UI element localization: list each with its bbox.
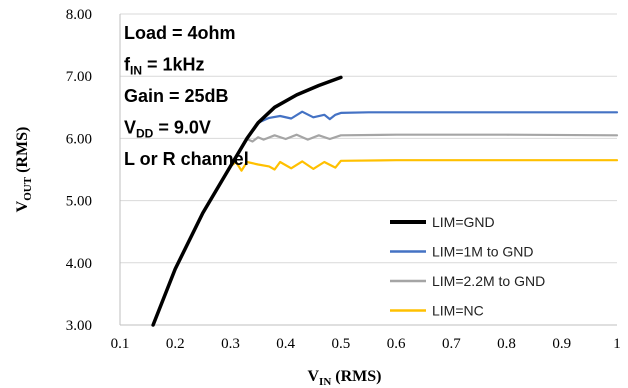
x-tick-label: 0.9 [552,336,571,352]
x-axis-label: VIN (RMS) [307,368,381,388]
x-tick-label: 0.5 [332,336,351,352]
legend: LIM=GND LIM=1M to GND LIM=2.2M to GND LIM=N… [390,214,545,319]
x-tick-label: 0.4 [276,336,295,352]
series-line [152,110,619,327]
annotation-line: L or R channel [124,149,249,169]
annotation-line: VDD = 9.0V [124,118,211,141]
y-tick-label: 3.00 [66,318,92,334]
y-tick-label: 6.00 [66,131,92,147]
x-tick-label: 1 [613,336,621,352]
y-axis-label: VOUT (RMS) [14,127,34,213]
legend-label: LIM=GND [432,214,495,230]
legend-label: LIM=NC [432,303,484,319]
y-tick-labels: 3.00 4.00 5.00 6.00 7.00 8.00 [66,7,92,334]
y-tick-label: 4.00 [66,256,92,272]
series-line [151,75,343,327]
x-tick-labels: 0.1 0.2 0.3 0.4 0.5 0.6 0.7 0.8 0.9 1 [111,336,621,352]
annotation-box: Load = 4ohm fIN = 1kHz Gain = 25dB VDD = 9.… [124,23,249,169]
grid-lines [120,13,617,264]
annotation-line: fIN = 1kHz [124,55,205,78]
x-tick-label: 0.6 [387,336,406,352]
series-line [152,159,619,327]
axes [119,14,617,326]
x-tick-label: 0.7 [442,336,461,352]
annotation-line: Load = 4ohm [124,23,236,43]
x-tick-label: 0.2 [166,336,185,352]
x-tick-label: 0.8 [497,336,516,352]
legend-label: LIM=1M to GND [432,244,534,260]
annotation-line: Gain = 25dB [124,86,229,106]
y-tick-label: 7.00 [66,69,92,85]
legend-label: LIM=2.2M to GND [432,273,545,289]
series-lines [151,75,619,327]
y-tick-label: 5.00 [66,194,92,210]
x-tick-label: 0.3 [221,336,240,352]
y-tick-label: 8.00 [66,7,92,23]
x-tick-label: 0.1 [111,336,130,352]
